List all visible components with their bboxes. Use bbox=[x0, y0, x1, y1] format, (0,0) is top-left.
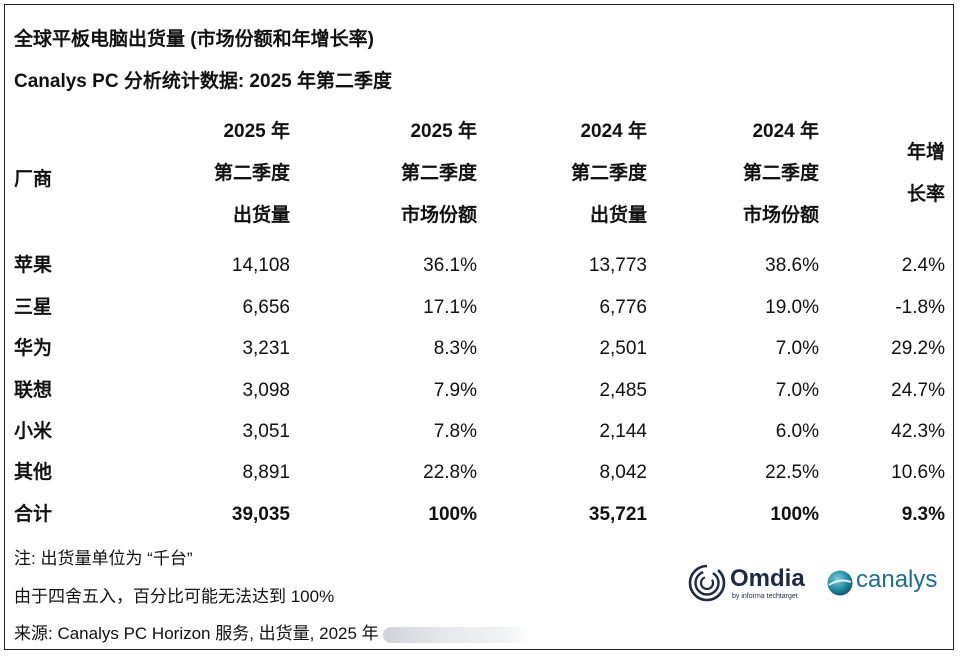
canalys-globe-icon bbox=[827, 570, 853, 596]
ship2024-cell: 6,776 bbox=[599, 297, 647, 318]
growth-cell: 2.4% bbox=[901, 255, 945, 276]
header-col-ship2025: 2025 年 第二季度 出货量 bbox=[214, 122, 290, 248]
header-col-share2025: 2025 年 第二季度 市场份额 bbox=[401, 122, 477, 248]
share2025-cell: 100% bbox=[428, 504, 477, 525]
header-line: 出货量 bbox=[589, 205, 647, 226]
ship2025-cell: 6,656 bbox=[242, 297, 290, 318]
table-row: 华为 3,231 8.3% 2,501 7.0% 29.2% bbox=[0, 337, 962, 361]
note-rounding: 由于四舍五入，百分比可能无法达到 100% bbox=[14, 587, 335, 606]
total-row: 合计 39,035 100% 35,721 100% 9.3% bbox=[0, 503, 962, 527]
header-line: 年增 bbox=[906, 142, 945, 163]
header-line: 第二季度 bbox=[570, 163, 647, 184]
vendor-cell: 华为 bbox=[14, 338, 53, 359]
table-row: 苹果 14,108 36.1% 13,773 38.6% 2.4% bbox=[0, 254, 962, 278]
page-title: 全球平板电脑出货量 (市场份额和年增长率) bbox=[14, 29, 374, 50]
vendor-cell: 联想 bbox=[14, 380, 53, 401]
growth-cell: 29.2% bbox=[891, 338, 945, 359]
note-source: 来源: Canalys PC Horizon 服务, 出货量, 2025 年 bbox=[14, 619, 533, 644]
ship2024-cell: 2,485 bbox=[599, 380, 647, 401]
note-source-text: 来源: Canalys PC Horizon 服务, 出货量, 2025 年 bbox=[14, 624, 379, 643]
header-line: 第二季度 bbox=[400, 163, 477, 184]
share2025-cell: 22.8% bbox=[423, 462, 477, 483]
watermark-smudge bbox=[382, 626, 533, 643]
share2024-cell: 100% bbox=[770, 504, 819, 525]
canalys-logo: canalys bbox=[826, 566, 946, 600]
omdia-tagline: by informa techtarget bbox=[732, 593, 798, 600]
header-line: 长率 bbox=[906, 184, 945, 205]
vendor-cell: 三星 bbox=[14, 297, 53, 318]
omdia-logo: Omdia by informa techtarget bbox=[688, 563, 818, 603]
ship2025-cell: 39,035 bbox=[231, 504, 290, 525]
canalys-wordmark: canalys bbox=[856, 566, 938, 593]
growth-cell: 24.7% bbox=[891, 380, 945, 401]
share2024-cell: 38.6% bbox=[765, 255, 819, 276]
growth-cell: 10.6% bbox=[891, 462, 945, 483]
vendor-cell: 合计 bbox=[14, 504, 53, 525]
share2024-cell: 7.0% bbox=[775, 338, 819, 359]
vendor-cell: 小米 bbox=[14, 421, 53, 442]
share2024-cell: 7.0% bbox=[775, 380, 819, 401]
table-row: 三星 6,656 17.1% 6,776 19.0% -1.8% bbox=[0, 296, 962, 320]
share2024-cell: 19.0% bbox=[765, 297, 819, 318]
header-vendor: 厂商 bbox=[14, 169, 53, 190]
ship2024-cell: 2,144 bbox=[599, 421, 647, 442]
ship2025-cell: 3,231 bbox=[242, 338, 290, 359]
ship2024-cell: 35,721 bbox=[588, 504, 647, 525]
header-line: 市场份额 bbox=[742, 205, 819, 226]
note-unit: 注: 出货量单位为 “千台” bbox=[14, 549, 193, 568]
ship2025-cell: 3,098 bbox=[242, 380, 290, 401]
share2025-cell: 8.3% bbox=[433, 338, 477, 359]
header-line: 2024 年 bbox=[752, 121, 819, 142]
header-line: 第二季度 bbox=[213, 163, 290, 184]
header-line: 2025 年 bbox=[223, 121, 290, 142]
omdia-swirl-icon bbox=[688, 564, 726, 602]
table-row: 联想 3,098 7.9% 2,485 7.0% 24.7% bbox=[0, 379, 962, 403]
header-line: 市场份额 bbox=[400, 205, 477, 226]
header-line: 2024 年 bbox=[580, 121, 647, 142]
header-col-growth: 年增 长率 bbox=[907, 143, 945, 227]
ship2025-cell: 8,891 bbox=[242, 462, 290, 483]
share2024-cell: 22.5% bbox=[765, 462, 819, 483]
vendor-cell: 其他 bbox=[14, 462, 53, 483]
ship2025-cell: 14,108 bbox=[231, 255, 290, 276]
share2025-cell: 36.1% bbox=[423, 255, 477, 276]
ship2024-cell: 2,501 bbox=[599, 338, 647, 359]
header-line: 出货量 bbox=[232, 205, 290, 226]
header-line: 第二季度 bbox=[742, 163, 819, 184]
share2025-cell: 17.1% bbox=[423, 297, 477, 318]
growth-cell: -1.8% bbox=[895, 297, 945, 318]
header-line: 2025 年 bbox=[410, 121, 477, 142]
omdia-wordmark: Omdia bbox=[730, 565, 805, 592]
header-col-share2024: 2024 年 第二季度 市场份额 bbox=[743, 122, 819, 248]
page-subtitle: Canalys PC 分析统计数据: 2025 年第二季度 bbox=[14, 71, 392, 92]
table-frame bbox=[4, 4, 954, 650]
share2025-cell: 7.9% bbox=[433, 380, 477, 401]
share2025-cell: 7.8% bbox=[433, 421, 477, 442]
ship2025-cell: 3,051 bbox=[242, 421, 290, 442]
growth-cell: 42.3% bbox=[891, 421, 945, 442]
vendor-cell: 苹果 bbox=[14, 255, 53, 276]
header-col-ship2024: 2024 年 第二季度 出货量 bbox=[571, 122, 647, 248]
growth-cell: 9.3% bbox=[901, 504, 945, 525]
ship2024-cell: 8,042 bbox=[599, 462, 647, 483]
share2024-cell: 6.0% bbox=[775, 421, 819, 442]
ship2024-cell: 13,773 bbox=[588, 255, 647, 276]
table-row: 其他 8,891 22.8% 8,042 22.5% 10.6% bbox=[0, 461, 962, 485]
table-row: 小米 3,051 7.8% 2,144 6.0% 42.3% bbox=[0, 420, 962, 444]
